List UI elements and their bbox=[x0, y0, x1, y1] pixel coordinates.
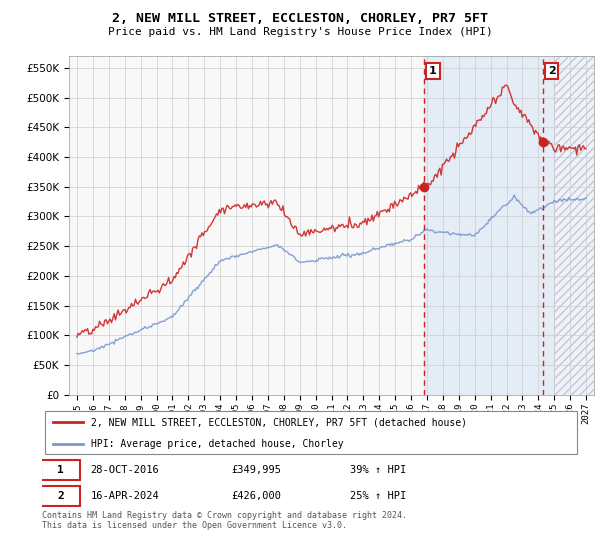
Text: 28-OCT-2016: 28-OCT-2016 bbox=[91, 465, 160, 475]
Text: Price paid vs. HM Land Registry's House Price Index (HPI): Price paid vs. HM Land Registry's House … bbox=[107, 27, 493, 37]
Text: 16-APR-2024: 16-APR-2024 bbox=[91, 491, 160, 501]
Text: 39% ↑ HPI: 39% ↑ HPI bbox=[350, 465, 406, 475]
Text: £349,995: £349,995 bbox=[231, 465, 281, 475]
FancyBboxPatch shape bbox=[45, 411, 577, 454]
Bar bbox=[424, 56, 554, 395]
Text: Contains HM Land Registry data © Crown copyright and database right 2024.
This d: Contains HM Land Registry data © Crown c… bbox=[42, 511, 407, 530]
Text: 1: 1 bbox=[429, 66, 437, 76]
Text: 2: 2 bbox=[548, 66, 556, 76]
Text: HPI: Average price, detached house, Chorley: HPI: Average price, detached house, Chor… bbox=[91, 439, 343, 449]
Bar bbox=[554, 56, 594, 395]
FancyBboxPatch shape bbox=[41, 486, 80, 506]
Text: 2, NEW MILL STREET, ECCLESTON, CHORLEY, PR7 5FT: 2, NEW MILL STREET, ECCLESTON, CHORLEY, … bbox=[112, 12, 488, 25]
Bar bbox=[554, 56, 594, 395]
FancyBboxPatch shape bbox=[41, 460, 80, 480]
Text: 2, NEW MILL STREET, ECCLESTON, CHORLEY, PR7 5FT (detached house): 2, NEW MILL STREET, ECCLESTON, CHORLEY, … bbox=[91, 417, 467, 427]
Text: 2: 2 bbox=[57, 491, 64, 501]
Text: 25% ↑ HPI: 25% ↑ HPI bbox=[350, 491, 406, 501]
Text: £426,000: £426,000 bbox=[231, 491, 281, 501]
Text: 1: 1 bbox=[57, 465, 64, 475]
